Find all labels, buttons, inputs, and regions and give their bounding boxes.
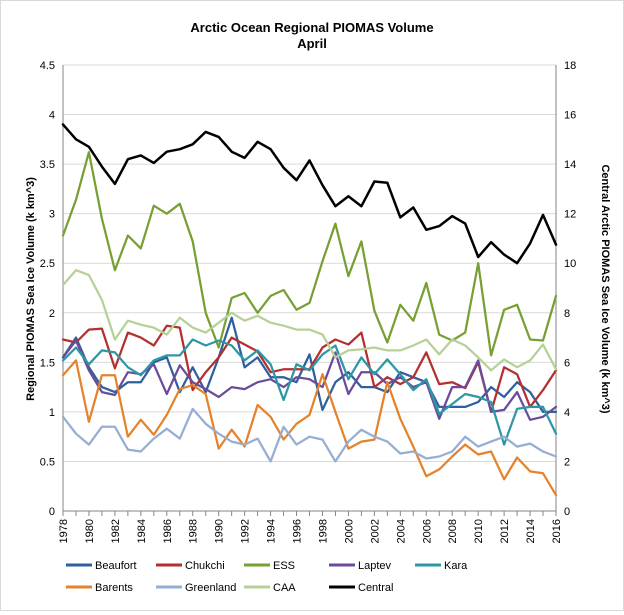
legend-label: Barents: [95, 582, 133, 594]
x-tick-label: 1998: [317, 519, 329, 543]
legend-item-greenland: Greenland: [156, 582, 236, 594]
series-line-laptev: [61, 339, 558, 421]
series-line-barents: [61, 359, 558, 497]
legend-item-caa: CAA: [244, 582, 296, 594]
legend-item-ess: ESS: [244, 560, 295, 572]
y-tick-label: 0: [49, 506, 55, 518]
legend-label: Laptev: [358, 560, 392, 572]
y2-tick-label: 14: [564, 159, 576, 171]
y2-tick-label: 0: [564, 506, 570, 518]
legend-item-beaufort: Beaufort: [66, 560, 137, 572]
y-tick-label: 3: [49, 209, 55, 221]
y-tick-label: 0.5: [40, 456, 55, 468]
x-tick-label: 2000: [343, 519, 355, 543]
legend-label: Greenland: [185, 582, 236, 594]
y-tick-label: 2.5: [40, 258, 55, 270]
legend-item-barents: Barents: [66, 582, 133, 594]
y-tick-label: 4: [49, 110, 55, 122]
series-line-ess: [61, 151, 558, 357]
y-tick-label: 1.5: [40, 357, 55, 369]
x-tick-label: 2008: [447, 519, 459, 543]
legend: Beaufort Chukchi ESS Laptev Kara Barents Green…: [66, 560, 468, 594]
y2-tick-label: 2: [564, 456, 570, 468]
y-tick-label: 3.5: [40, 159, 55, 171]
legend-label: Central: [358, 582, 393, 594]
legend-label: ESS: [273, 560, 295, 572]
axes: [62, 65, 557, 516]
x-tick-label: 2004: [395, 519, 407, 543]
x-tick-label: 1978: [58, 519, 70, 543]
chart-title: Arctic Ocean Regional PIOMAS Volume: [190, 20, 433, 35]
legend-label: CAA: [273, 582, 296, 594]
y2-tick-label: 8: [564, 308, 570, 320]
series-line-caa: [61, 269, 558, 372]
series-line-greenland: [61, 407, 558, 463]
y-tick-label: 1: [49, 407, 55, 419]
grid: [63, 64, 556, 462]
x-tick-label: 2014: [525, 519, 537, 543]
legend-item-chukchi: Chukchi: [156, 560, 225, 572]
tick-labels: 0 0.5 1 1.5 2 2.5 3 3.5 4 4.5 0 2 4 6 8 10 12 14 16 18 1978 1…: [40, 60, 577, 543]
x-tick-label: 2010: [473, 519, 485, 543]
x-tick-label: 1986: [162, 519, 174, 543]
series-line-central: [61, 123, 558, 265]
legend-label: Chukchi: [185, 560, 225, 572]
y2-tick-label: 10: [564, 258, 576, 270]
legend-item-central: Central: [329, 582, 393, 594]
y-tick-label: 2: [49, 308, 55, 320]
series-layer: [61, 123, 558, 497]
x-tick-label: 1990: [214, 519, 226, 543]
x-tick-label: 2002: [369, 519, 381, 543]
y2-tick-label: 12: [564, 209, 576, 221]
x-tick-label: 1996: [292, 519, 304, 543]
y2-axis-title: Central Arctic PIOMAS Sea Ice Volume (k …: [599, 164, 611, 413]
series-line-kara: [61, 338, 558, 446]
y2-tick-label: 4: [564, 407, 570, 419]
x-tick-label: 2016: [551, 519, 563, 543]
legend-item-laptev: Laptev: [329, 560, 392, 572]
x-tick-label: 1994: [266, 519, 278, 543]
legend-item-kara: Kara: [415, 560, 468, 572]
x-tick-label: 2006: [421, 519, 433, 543]
y2-tick-label: 6: [564, 357, 570, 369]
x-tick-label: 1984: [136, 519, 148, 543]
y-tick-label: 4.5: [40, 60, 55, 72]
y2-tick-label: 16: [564, 110, 576, 122]
x-tick-label: 1980: [84, 519, 96, 543]
x-tick-label: 2012: [499, 519, 511, 543]
y-axis-title: Regional PIOMAS Sea Ice Volume (k km^3): [25, 177, 37, 401]
series-line-beaufort: [61, 316, 558, 414]
legend-label: Beaufort: [95, 560, 137, 572]
chart-subtitle: April: [297, 36, 327, 51]
x-tick-label: 1982: [110, 519, 122, 543]
x-tick-label: 1992: [240, 519, 252, 543]
legend-label: Kara: [444, 560, 468, 572]
x-tick-label: 1988: [188, 519, 200, 543]
y2-tick-label: 18: [564, 60, 576, 72]
